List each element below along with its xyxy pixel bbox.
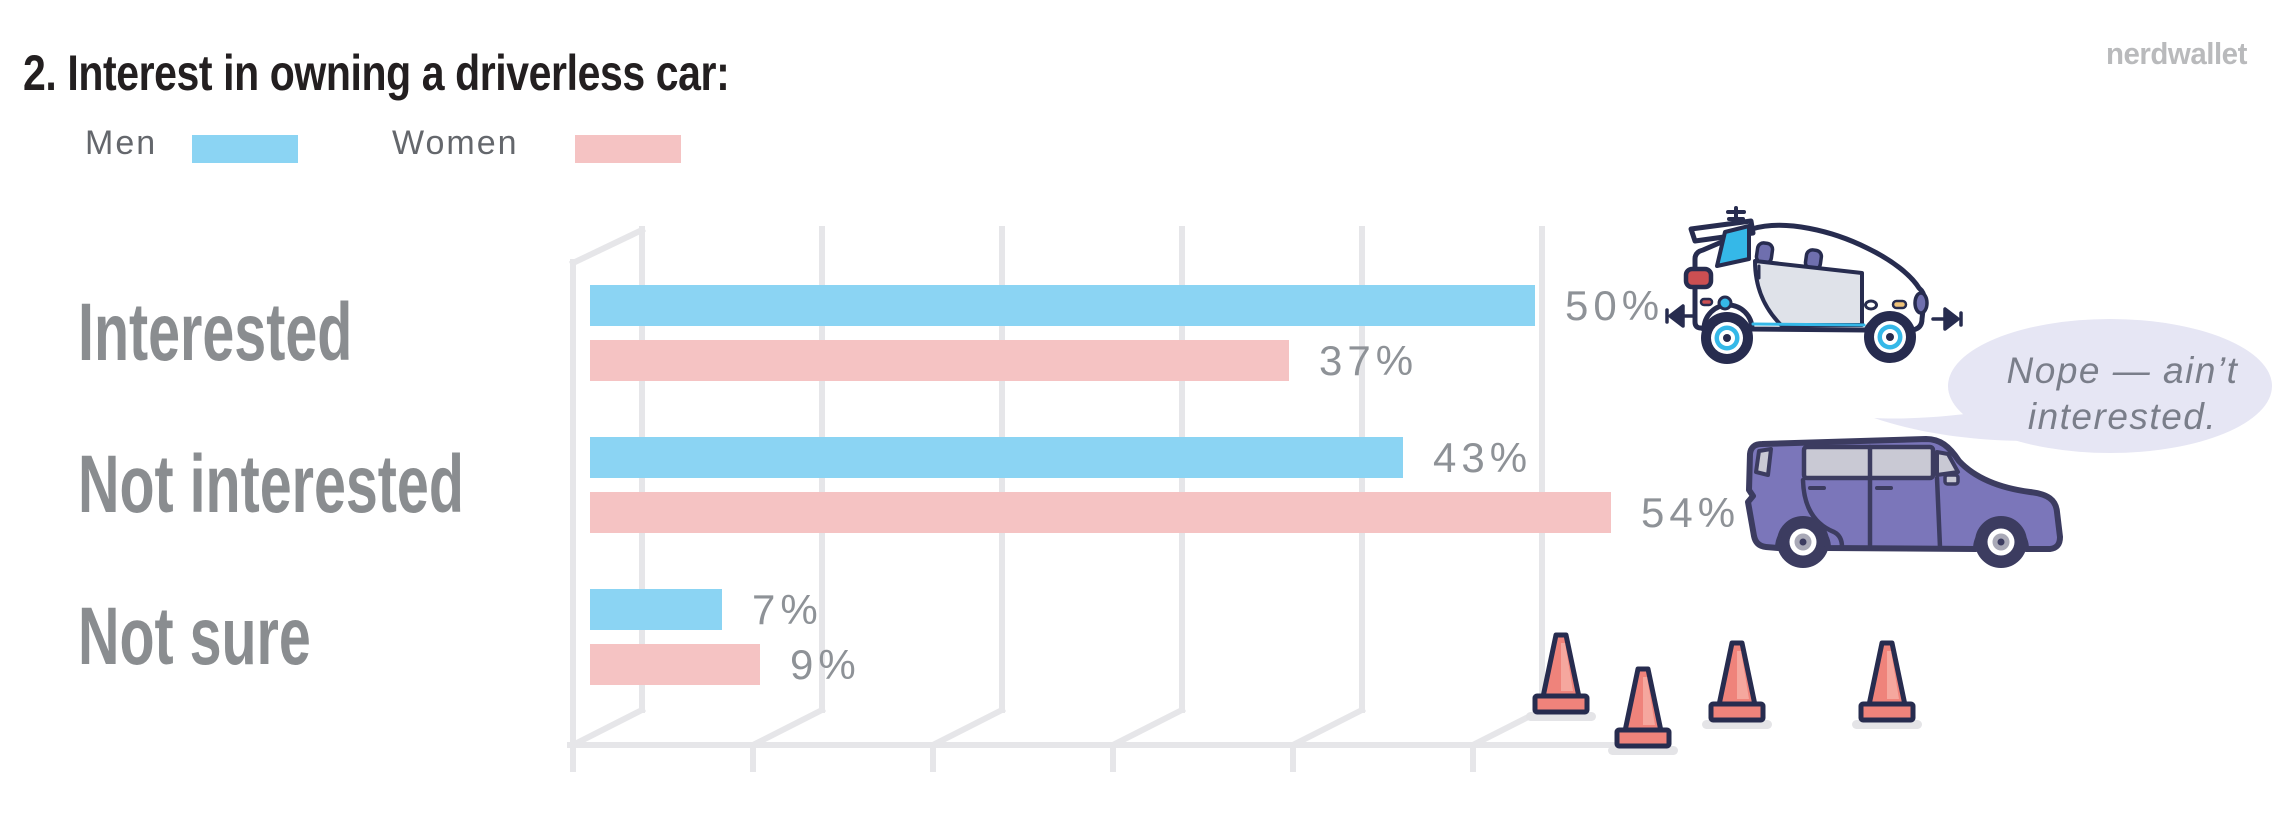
bar-men-not-interested bbox=[590, 437, 1403, 478]
category-label-not-interested: Not interested bbox=[78, 439, 464, 530]
bar-value-label: 7% bbox=[752, 585, 823, 633]
page-title: 2. Interest in owning a driverless car: bbox=[23, 45, 730, 101]
side-sensor-icon bbox=[1931, 307, 1963, 331]
bar-value-label: 43% bbox=[1433, 433, 1533, 481]
bar-row: 7% bbox=[590, 586, 823, 633]
bar-men-not-sure bbox=[590, 589, 722, 630]
bar-row: 9% bbox=[590, 641, 861, 688]
legend-label-women: Women bbox=[392, 124, 519, 162]
wheel-icon bbox=[1864, 311, 1916, 363]
traffic-cone-icon bbox=[1702, 643, 1772, 729]
bar-row: 54% bbox=[590, 489, 1740, 536]
bar-value-label: 9% bbox=[790, 640, 861, 688]
bar-women-not-interested bbox=[590, 492, 1611, 533]
legend-label-men: Men bbox=[85, 124, 158, 162]
wheel-icon bbox=[1701, 312, 1753, 364]
bar-women-not-sure bbox=[590, 644, 760, 685]
bar-row: 37% bbox=[590, 337, 1418, 384]
category-label-not-sure: Not sure bbox=[78, 591, 311, 682]
traffic-cone-icon bbox=[1608, 669, 1678, 755]
nerdwallet-logo: nerdwallet bbox=[2106, 36, 2247, 71]
bar-value-label: 37% bbox=[1319, 336, 1419, 384]
traffic-cone-icon bbox=[1852, 643, 1922, 729]
bar-row: 43% bbox=[590, 434, 1532, 481]
wheel-icon bbox=[1777, 516, 1829, 568]
side-sensor-icon bbox=[1665, 304, 1697, 328]
bar-women-interested bbox=[590, 340, 1289, 381]
legend-swatch-men bbox=[192, 135, 298, 163]
bar-value-label: 50% bbox=[1565, 281, 1665, 329]
wheel-icon bbox=[1975, 516, 2027, 568]
bar-men-interested bbox=[590, 285, 1535, 326]
legend-swatch-women bbox=[575, 135, 681, 163]
bar-value-label: 54% bbox=[1641, 488, 1741, 536]
driverless-car-illustration bbox=[1665, 206, 1963, 364]
speech-bubble bbox=[1874, 319, 2272, 453]
traffic-cones-illustration bbox=[1500, 615, 1980, 790]
category-label-interested: Interested bbox=[78, 287, 353, 378]
speech-bubble-text-line2: interested. bbox=[2027, 396, 2218, 437]
bar-row: 50% bbox=[590, 282, 1664, 329]
speech-bubble-text-line1: Nope — ain’t bbox=[2006, 350, 2239, 391]
purple-suv-illustration bbox=[1745, 436, 2063, 568]
traffic-cone-icon bbox=[1526, 635, 1596, 721]
